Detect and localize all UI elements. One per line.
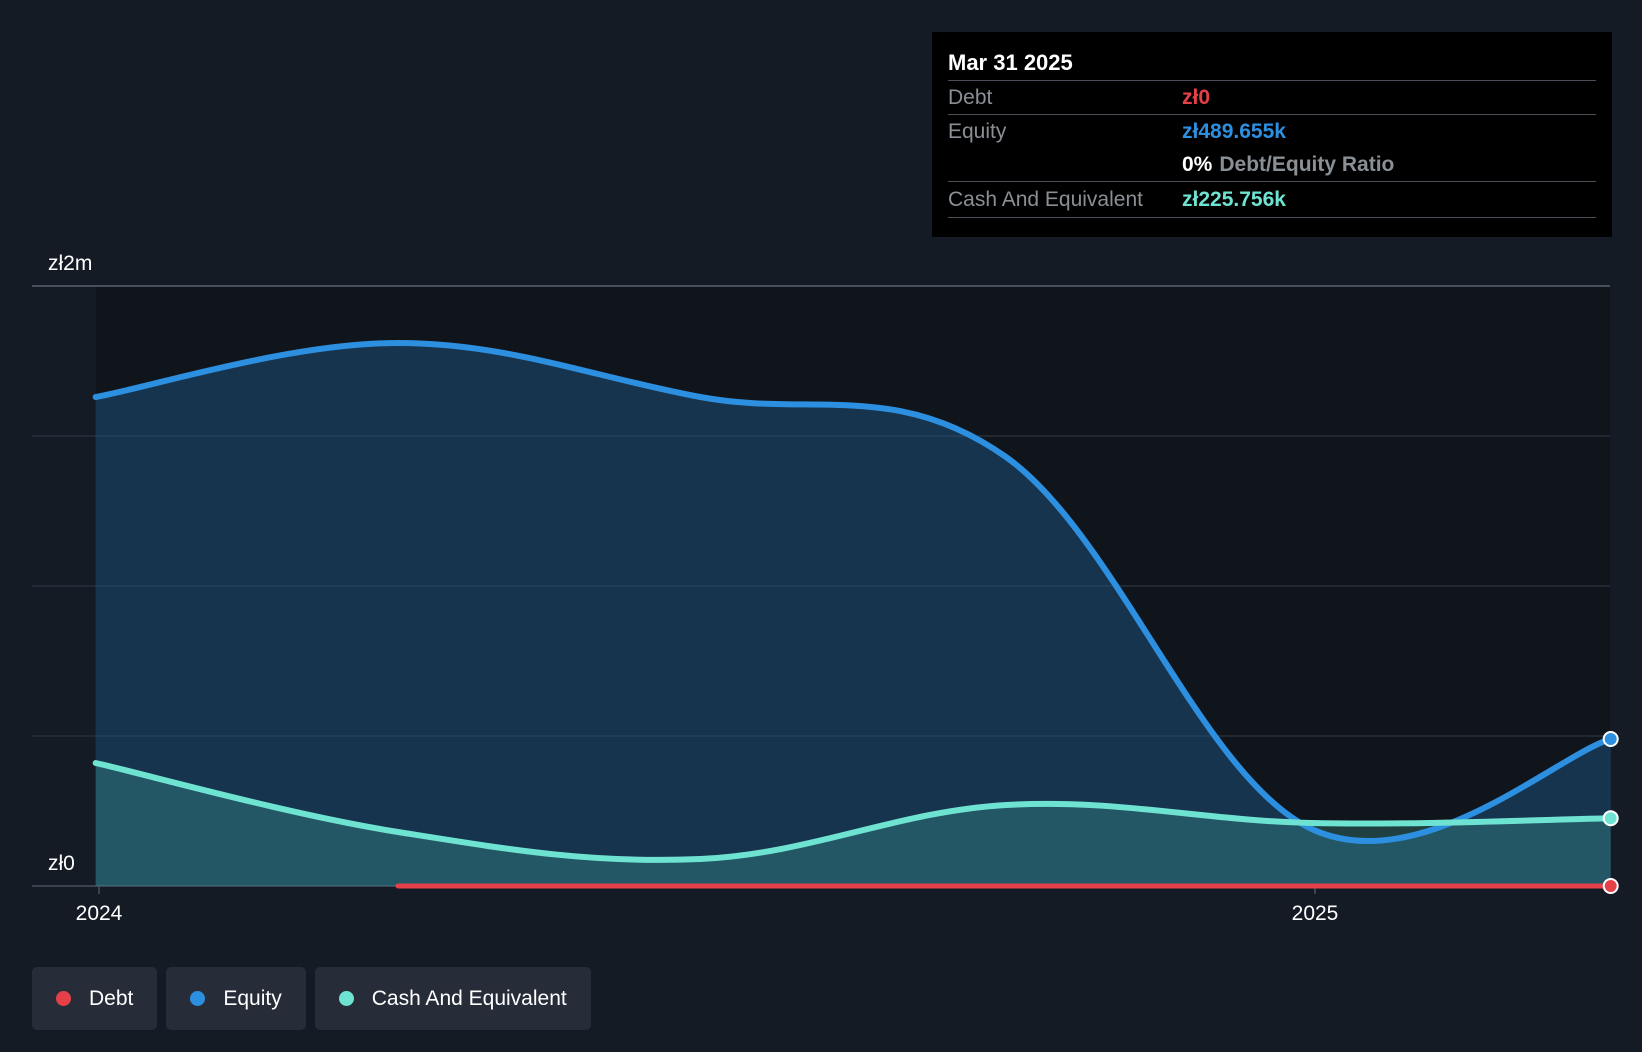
legend-dot-equity: [190, 991, 206, 1006]
tooltip-ratio-label: Debt/Equity Ratio: [1219, 152, 1395, 176]
equity-end-point: [1602, 731, 1619, 747]
legend-dot-cash: [338, 991, 354, 1006]
x-tick-label: 2024: [76, 902, 123, 925]
series-lines: [92, 340, 1614, 889]
tooltip-ratio-value: 0%: [1182, 152, 1213, 176]
tooltip-panel: Mar 31 2025 Debt zł0 Equity zł489.655k 0…: [932, 32, 1612, 237]
tooltip-row-ratio: 0% Debt/Equity Ratio: [948, 148, 1596, 181]
tooltip-row-debt: Debt zł0: [948, 80, 1596, 114]
equity-line: [92, 340, 1614, 845]
legend-dot-debt: [56, 991, 71, 1006]
legend-label-cash: Cash And Equivalent: [371, 986, 567, 1010]
tooltip-equity-value: zł489.655k: [1182, 119, 1286, 143]
tooltip-date: Mar 31 2025: [948, 50, 1073, 75]
legend: Debt Equity Cash And Equivalent: [32, 967, 591, 1030]
debt-end-point: [1602, 878, 1619, 894]
x-tick-label: 2025: [1292, 902, 1339, 925]
tooltip-row-equity: Equity zł489.655k: [948, 114, 1596, 148]
x-axis-labels: 2024 2025: [76, 902, 1339, 925]
cash-and-equivalent-line: [92, 760, 1614, 863]
tooltip-equity-label: Equity: [948, 119, 1007, 143]
legend-item-equity[interactable]: Equity: [166, 967, 306, 1030]
tooltip-debt-label: Debt: [948, 85, 993, 109]
series-areas: [95, 343, 1611, 886]
cash-and-equivalent-area: [95, 763, 1611, 886]
equity-area: [95, 343, 1611, 886]
tooltip-cash-label: Cash And Equivalent: [948, 187, 1143, 211]
legend-item-cash[interactable]: Cash And Equivalent: [314, 967, 591, 1030]
y-tick-label: zł2m: [48, 252, 92, 275]
legend-item-debt[interactable]: Debt: [32, 967, 158, 1030]
legend-label-debt: Debt: [89, 986, 134, 1010]
tooltip-debt-value: zł0: [1182, 85, 1211, 109]
cash-and-equivalent-end-point: [1602, 810, 1619, 827]
y-axis-labels: zł2m zł0: [48, 252, 92, 875]
y-tick-label: zł0: [48, 852, 75, 875]
tooltip-cash-value: zł225.756k: [1182, 187, 1286, 211]
tooltip-row-cash: Cash And Equivalent zł225.756k: [948, 181, 1596, 218]
end-markers: [1602, 731, 1619, 894]
legend-label-equity: Equity: [223, 986, 282, 1010]
